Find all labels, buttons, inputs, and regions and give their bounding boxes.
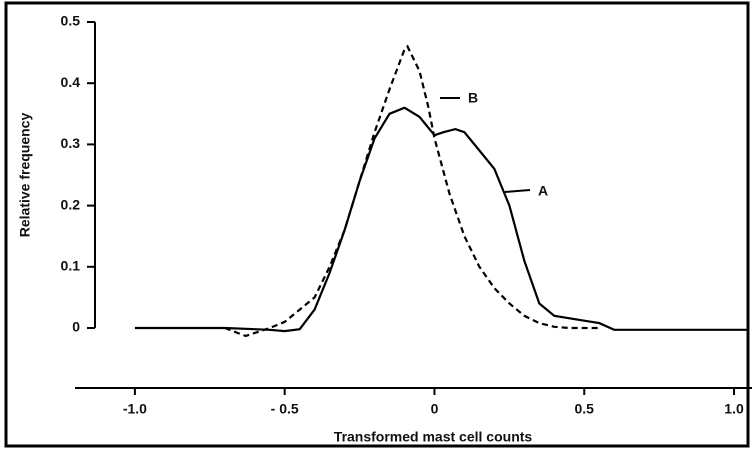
y-tick-label: 0: [72, 319, 80, 335]
x-tick-label: 1.0: [724, 401, 744, 417]
x-tick-label: -1.0: [123, 401, 147, 417]
x-tick-label: - 0.5: [271, 401, 299, 417]
y-tick-label: 0.3: [61, 135, 81, 151]
series-label: A: [538, 183, 548, 199]
y-axis-label: Relative frequency: [17, 113, 33, 238]
annotation-leader: [504, 189, 531, 193]
x-tick-label: 0: [431, 401, 439, 417]
series-line: [134, 106, 749, 333]
series-label: B: [468, 90, 478, 106]
y-tick-label: 0.1: [61, 258, 81, 274]
frame: [4, 1, 750, 448]
x-tick-label: 0.5: [575, 401, 595, 417]
y-tick-label: 0.5: [61, 13, 81, 29]
x-axis-label: Transformed mast cell counts: [334, 429, 533, 445]
series-line: [224, 44, 600, 338]
y-tick-label: 0.4: [61, 74, 81, 90]
y-tick-label: 0.2: [61, 196, 81, 212]
